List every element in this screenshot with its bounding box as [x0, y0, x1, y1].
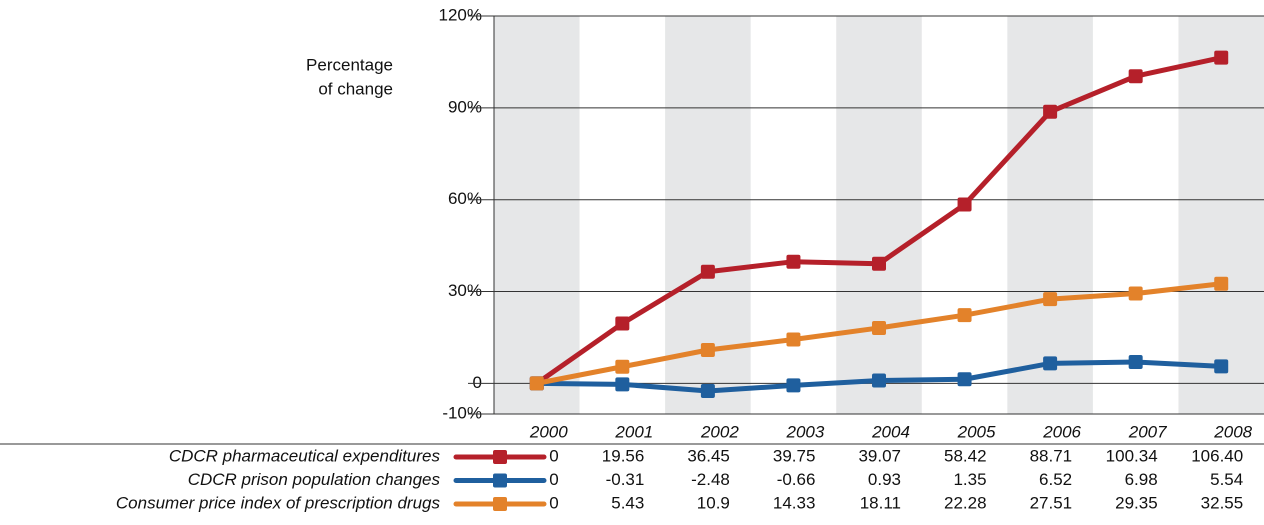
marker — [529, 376, 544, 391]
legend-label: CDCR pharmaceutical expenditures — [169, 446, 441, 465]
column-band — [836, 16, 922, 414]
x-tick-label: 2000 — [529, 422, 568, 441]
marker — [872, 256, 886, 271]
table-value: 32.55 — [1201, 493, 1244, 512]
marker — [1043, 104, 1058, 119]
marker — [786, 254, 801, 269]
y-tick-label: -10% — [442, 403, 482, 422]
table-value: 1.35 — [953, 470, 986, 489]
marker — [1214, 359, 1229, 374]
table-value: 6.98 — [1125, 470, 1158, 489]
x-tick-label: 2006 — [1042, 422, 1081, 441]
marker — [786, 378, 801, 393]
table-value: 29.35 — [1115, 493, 1158, 512]
table-value: 6.52 — [1039, 470, 1072, 489]
legend-label: Consumer price index of prescription dru… — [116, 493, 441, 512]
table-value: 22.28 — [944, 493, 987, 512]
table-value: 88.71 — [1030, 446, 1073, 465]
x-tick-label: 2008 — [1213, 422, 1252, 441]
marker — [615, 377, 630, 392]
column-band — [494, 16, 580, 414]
marker — [700, 383, 715, 398]
table-value: 0 — [549, 446, 558, 465]
y-tick-label: 60% — [448, 189, 482, 208]
table-value: 0 — [549, 470, 558, 489]
x-tick-label: 2005 — [957, 422, 996, 441]
table-value: 27.51 — [1030, 493, 1073, 512]
marker — [615, 316, 630, 331]
table-value: 100.34 — [1106, 446, 1158, 465]
column-band — [1178, 16, 1264, 414]
table-value: 36.45 — [687, 446, 730, 465]
table-value: 5.54 — [1210, 470, 1243, 489]
marker — [1214, 276, 1229, 291]
table-value: 14.33 — [773, 493, 816, 512]
marker — [1128, 355, 1143, 370]
x-tick-label: 2007 — [1128, 422, 1167, 441]
table-value: 18.11 — [860, 493, 901, 512]
marker — [957, 308, 972, 323]
y-tick-label: 90% — [448, 97, 482, 116]
marker — [1128, 69, 1143, 84]
x-tick-label: 2004 — [871, 422, 910, 441]
table-value: 106.40 — [1191, 446, 1243, 465]
marker — [700, 343, 715, 358]
table-value: -2.48 — [691, 470, 730, 489]
marker — [1214, 50, 1229, 65]
legend-label: CDCR prison population changes — [188, 470, 441, 489]
y-tick-label: 0 — [473, 373, 482, 392]
marker — [872, 373, 886, 388]
table-value: 5.43 — [611, 493, 644, 512]
legend-marker — [493, 450, 507, 464]
marker — [1128, 286, 1143, 301]
x-tick-label: 2001 — [614, 422, 653, 441]
table-value: 10.9 — [697, 493, 730, 512]
marker — [1043, 356, 1058, 371]
table-value: 58.42 — [944, 446, 987, 465]
table-value: 39.75 — [773, 446, 816, 465]
table-value: -0.66 — [777, 470, 816, 489]
marker — [957, 372, 972, 387]
y-tick-label: 120% — [439, 5, 482, 24]
y-axis-label: Percentage — [306, 55, 393, 74]
marker — [700, 264, 715, 279]
marker — [872, 320, 886, 335]
x-tick-label: 2003 — [786, 422, 825, 441]
legend-marker — [493, 497, 507, 511]
x-tick-label: 2002 — [700, 422, 739, 441]
table-value: 0 — [549, 493, 558, 512]
marker — [1043, 292, 1058, 307]
y-tick-label: 30% — [448, 281, 482, 300]
column-band — [1007, 16, 1093, 414]
table-value: 19.56 — [602, 446, 645, 465]
marker — [786, 332, 801, 347]
marker — [615, 359, 630, 374]
legend-marker — [493, 473, 507, 488]
table-value: 39.07 — [858, 446, 901, 465]
table-value: -0.31 — [606, 470, 645, 489]
marker — [957, 197, 972, 212]
table-value: 0.93 — [868, 470, 901, 489]
y-axis-label: of change — [318, 79, 393, 98]
